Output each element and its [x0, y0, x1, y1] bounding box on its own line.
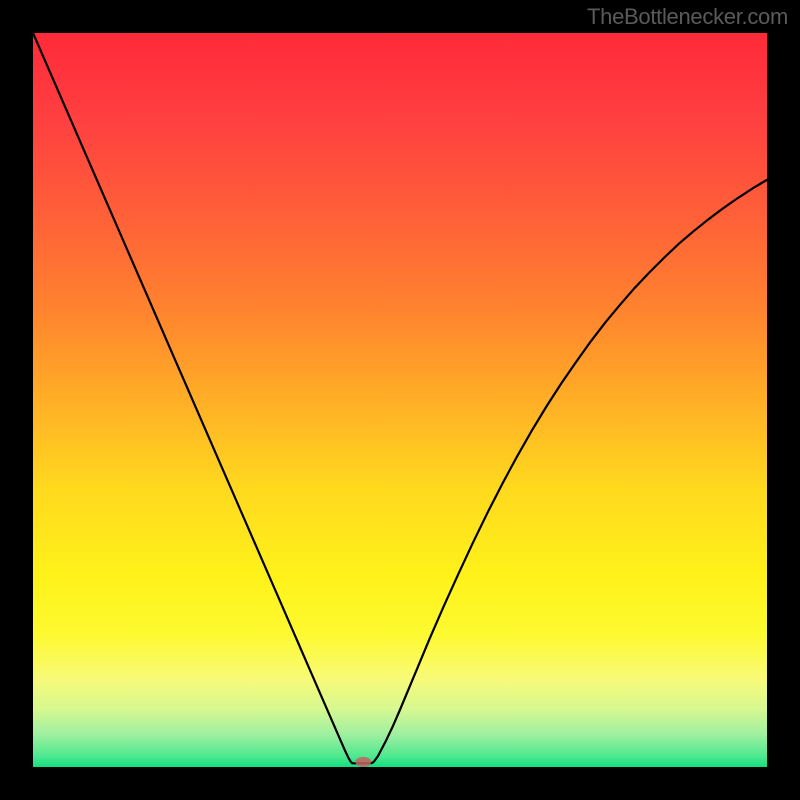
- target-marker: [355, 757, 371, 767]
- chart-container: TheBottlenecker.com: [0, 0, 800, 800]
- watermark-text: TheBottlenecker.com: [587, 4, 788, 30]
- bottleneck-chart: [0, 0, 800, 800]
